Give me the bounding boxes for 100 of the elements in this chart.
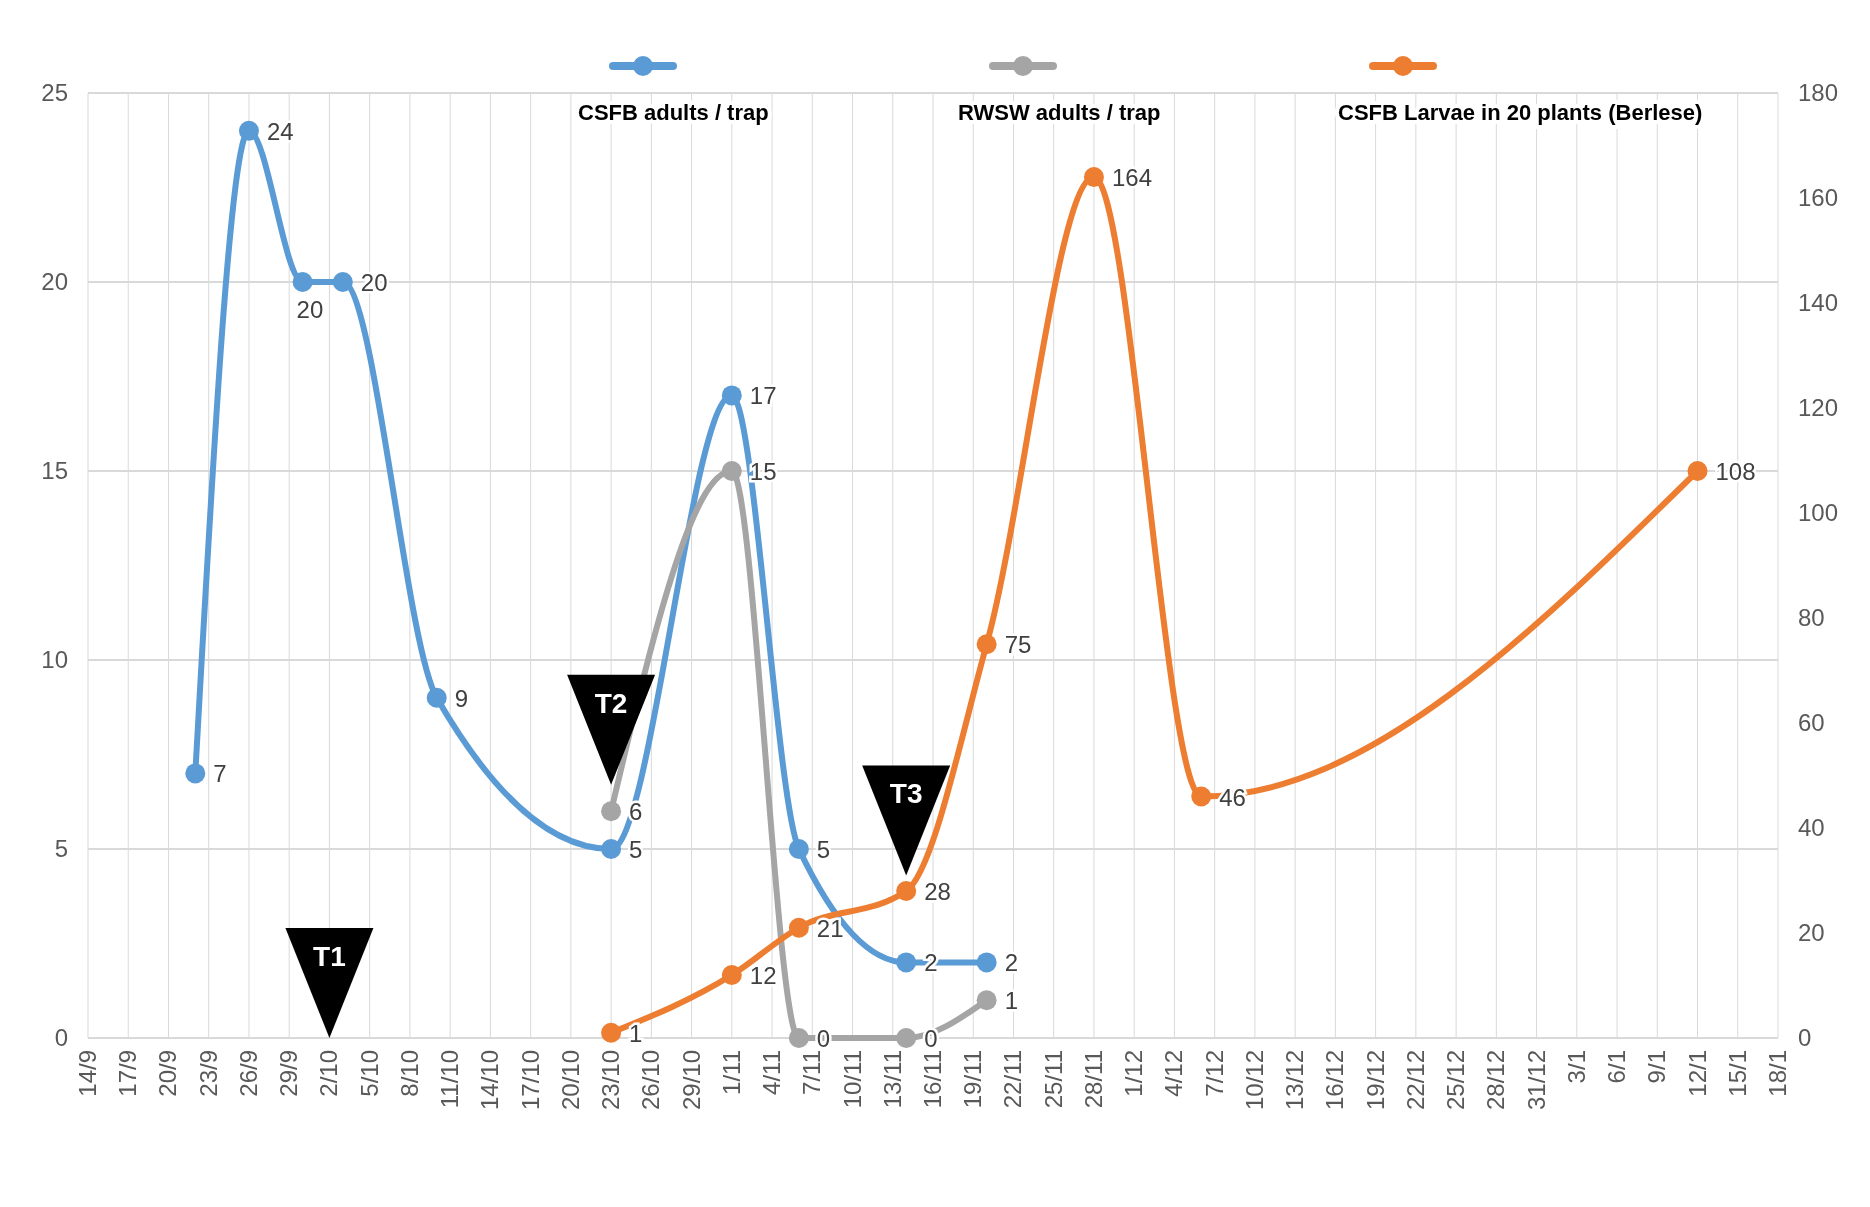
x-tick-label: 4/11 (758, 1050, 786, 1095)
data-label: 1 (1004, 987, 1019, 1015)
data-label: 20 (296, 296, 324, 323)
point (976, 990, 997, 1011)
data-label: 108 (1715, 458, 1756, 485)
x-tick-label: 7/12 (1200, 1050, 1228, 1097)
point (788, 1028, 809, 1048)
y2-tick-label: 0 (1798, 1024, 1812, 1051)
y2-tick-label: 60 (1798, 709, 1825, 736)
data-label: 0 (816, 1025, 831, 1052)
point (601, 801, 622, 822)
point (238, 120, 259, 141)
x-tick-label: 26/10 (637, 1050, 665, 1111)
x-tick-label: 6/1 (1603, 1050, 1631, 1084)
x-tick-label: 7/11 (798, 1050, 826, 1095)
y-tick-label: 5 (54, 835, 68, 862)
x-tick-label: 29/9 (275, 1050, 303, 1097)
data-label: 24 (266, 117, 294, 145)
x-tick-label: 10/12 (1240, 1050, 1268, 1111)
x-tick-label: 14/9 (74, 1050, 101, 1097)
point (976, 952, 997, 973)
legend-label: CSFB adults / trap (578, 100, 769, 125)
point (788, 917, 809, 938)
y2-tick-label: 100 (1798, 499, 1839, 526)
point (332, 272, 353, 292)
point (721, 461, 742, 481)
x-tick-label: 18/1 (1764, 1050, 1791, 1097)
x-tick-label: 25/12 (1442, 1050, 1470, 1111)
x-tick-label: 2/10 (315, 1050, 343, 1097)
point (721, 385, 742, 406)
x-tick-label: 23/9 (194, 1050, 222, 1097)
x-tick-label: 1/11 (717, 1050, 745, 1095)
x-tick-label: 19/12 (1361, 1050, 1389, 1111)
point (788, 839, 809, 859)
data-label: 17 (749, 382, 777, 410)
y2-tick-label: 180 (1798, 79, 1839, 106)
x-tick-label: 20/10 (556, 1050, 584, 1111)
x-tick-label: 9/1 (1643, 1050, 1671, 1084)
x-tick-label: 17/9 (114, 1050, 142, 1097)
x-tick-label: 16/11 (919, 1050, 946, 1109)
point (1687, 461, 1708, 481)
x-tick-label: 26/9 (234, 1050, 262, 1097)
x-tick-label: 19/11 (959, 1050, 987, 1109)
x-tick-label: 11/10 (436, 1050, 464, 1109)
y2-tick-label: 40 (1798, 814, 1825, 841)
x-tick-label: 22/11 (999, 1050, 1027, 1109)
x-tick-label: 13/11 (878, 1050, 906, 1109)
data-label: 0 (924, 1025, 938, 1052)
x-tick-label: 29/10 (677, 1050, 705, 1111)
y2-tick-label: 160 (1798, 184, 1839, 211)
x-tick-label: 17/10 (516, 1050, 544, 1111)
x-tick-label: 28/12 (1482, 1050, 1510, 1111)
point (1191, 786, 1212, 807)
x-tick-label: 20/9 (154, 1050, 182, 1097)
x-tick-label: 5/10 (355, 1050, 383, 1097)
x-tick-label: 28/11 (1079, 1050, 1107, 1109)
data-label: 5 (629, 836, 643, 863)
x-tick-label: 12/1 (1683, 1050, 1711, 1097)
data-label: 2 (924, 949, 938, 977)
data-label: 1 (629, 1019, 643, 1047)
data-label: 12 (749, 962, 777, 989)
y2-tick-label: 140 (1798, 289, 1839, 316)
x-tick-label: 31/12 (1522, 1050, 1550, 1111)
x-tick-label: 3/1 (1562, 1050, 1590, 1084)
x-tick-label: 15/1 (1723, 1050, 1751, 1097)
x-tick-label: 22/12 (1401, 1050, 1429, 1111)
x-tick-label: 13/12 (1281, 1050, 1309, 1111)
legend-label: RWSW adults / trap (958, 100, 1161, 125)
data-label: 20 (360, 269, 388, 296)
point (1083, 167, 1104, 187)
y-tick-label: 10 (41, 646, 68, 673)
x-tick-label: 23/10 (597, 1050, 625, 1111)
point (292, 272, 313, 292)
data-label: 75 (1004, 631, 1032, 659)
annotation: T2 (594, 687, 628, 719)
y2-tick-label: 20 (1798, 919, 1825, 946)
point (896, 952, 917, 973)
x-tick-label: 14/10 (476, 1050, 504, 1111)
data-label: 21 (816, 914, 844, 942)
y2-tick-label: 120 (1798, 394, 1839, 421)
data-label: 9 (454, 684, 469, 712)
point (185, 763, 206, 784)
point (601, 1022, 622, 1043)
point (976, 634, 997, 655)
legend-label: CSFB Larvae in 20 plants (Berlese) (1338, 100, 1703, 125)
point (896, 1028, 917, 1048)
point (601, 839, 622, 859)
x-tick-label: 16/12 (1321, 1050, 1349, 1111)
x-tick-label: 4/12 (1160, 1050, 1188, 1097)
point (426, 687, 447, 708)
annotation: T3 (889, 778, 923, 810)
data-label: 5 (816, 836, 831, 863)
x-tick-label: 10/11 (838, 1050, 866, 1109)
point (896, 881, 917, 901)
x-tick-label: 8/10 (395, 1050, 423, 1097)
data-label: 2 (1004, 949, 1019, 977)
data-label: 28 (924, 878, 951, 905)
y-tick-label: 15 (41, 457, 68, 484)
y-tick-label: 25 (41, 79, 68, 106)
x-tick-label: 1/12 (1120, 1050, 1148, 1097)
